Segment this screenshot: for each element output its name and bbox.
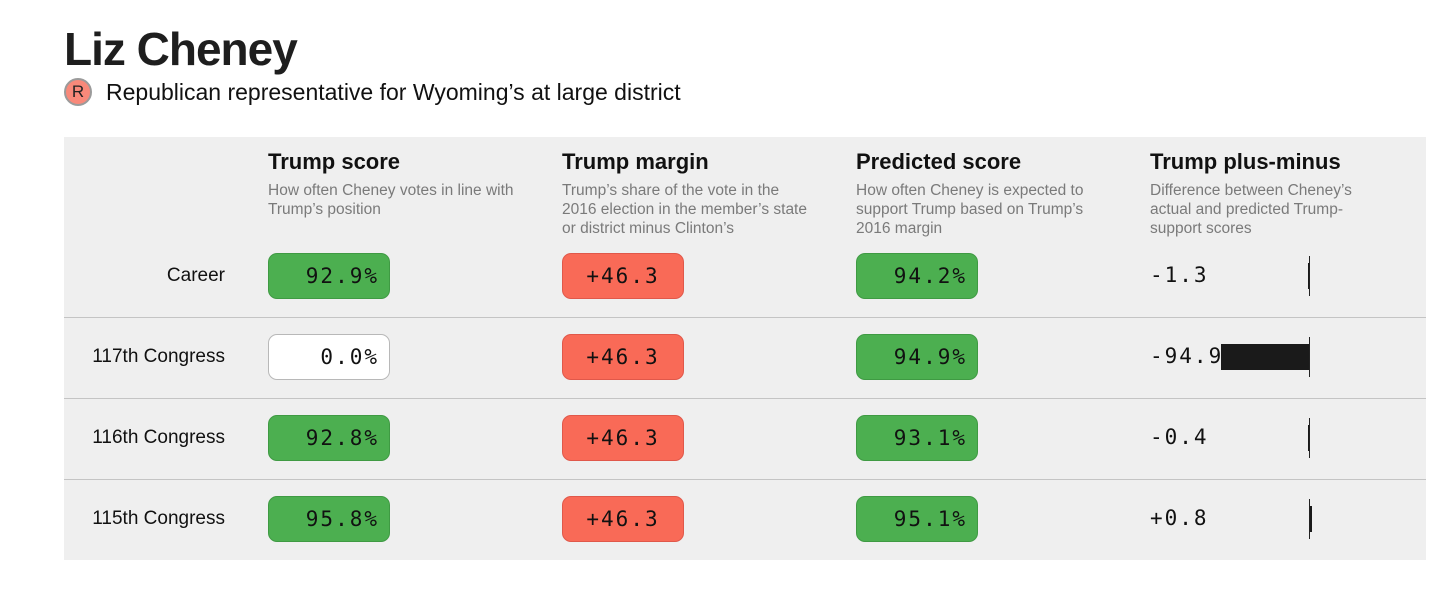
column-title: Trump margin: [562, 149, 709, 174]
trump-score-pill: 95.8%: [268, 496, 390, 542]
plus-minus-value: -0.4: [1150, 425, 1209, 449]
party-line: R Republican representative for Wyoming’…: [64, 78, 681, 106]
trump-score-pill: 0.0%: [268, 334, 390, 380]
column-header-trump-plus-minus: Trump plus-minus Difference between Chen…: [1150, 149, 1410, 238]
row-divider: [64, 317, 1426, 318]
plus-minus-value: +0.8: [1150, 506, 1209, 530]
predicted-score-pill: 94.2%: [856, 253, 978, 299]
plus-minus-bar: [1310, 506, 1312, 532]
plus-minus-bar: [1307, 263, 1309, 289]
row-label: 115th Congress: [92, 508, 225, 529]
predicted-score-pill: 94.9%: [856, 334, 978, 380]
plus-minus-axis: [1309, 256, 1310, 296]
plus-minus-axis: [1309, 499, 1310, 539]
plus-minus-axis: [1309, 337, 1310, 377]
column-description: Difference between Cheney’s actual and p…: [1150, 182, 1352, 237]
trump-margin-pill: +46.3: [562, 415, 684, 461]
plus-minus-bar: [1221, 344, 1309, 370]
predicted-score-pill: 95.1%: [856, 496, 978, 542]
member-name: Liz Cheney: [64, 23, 298, 75]
plus-minus-axis: [1309, 418, 1310, 458]
trump-margin-pill: +46.3: [562, 334, 684, 380]
column-header-trump-score: Trump score How often Cheney votes in li…: [268, 149, 528, 219]
plus-minus-value: -1.3: [1150, 263, 1209, 287]
row-divider: [64, 398, 1426, 399]
column-title: Predicted score: [856, 149, 1022, 174]
column-description: How often Cheney is expected to support …: [856, 182, 1084, 237]
column-header-predicted-score: Predicted score How often Cheney is expe…: [856, 149, 1116, 238]
column-header-trump-margin: Trump margin Trump’s share of the vote i…: [562, 149, 822, 238]
party-badge-icon: R: [64, 78, 92, 106]
column-title: Trump score: [268, 149, 401, 174]
column-description: Trump’s share of the vote in the 2016 el…: [562, 182, 807, 237]
column-title: Trump plus-minus: [1150, 149, 1341, 174]
trump-score-pill: 92.9%: [268, 253, 390, 299]
column-description: How often Cheney votes in line with Trum…: [268, 182, 514, 218]
row-divider: [64, 479, 1426, 480]
row-label: Career: [166, 265, 225, 286]
trump-margin-pill: +46.3: [562, 496, 684, 542]
predicted-score-pill: 93.1%: [856, 415, 978, 461]
trump-score-pill: 92.8%: [268, 415, 390, 461]
plus-minus-bar: [1307, 425, 1309, 451]
row-label: 117th Congress: [92, 346, 225, 367]
plus-minus-value: -94.9: [1150, 344, 1224, 368]
trump-margin-pill: +46.3: [562, 253, 684, 299]
row-label: 116th Congress: [92, 427, 225, 448]
member-description: Republican representative for Wyoming’s …: [106, 78, 681, 105]
